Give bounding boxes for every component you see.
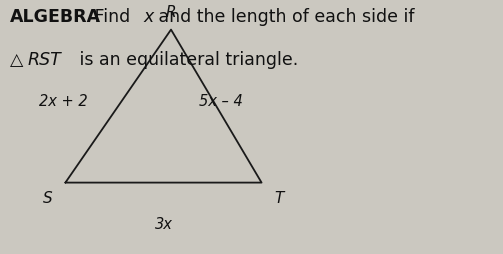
Text: x: x	[143, 8, 153, 26]
Text: 2x + 2: 2x + 2	[39, 94, 88, 109]
Text: Find: Find	[89, 8, 135, 26]
Text: S: S	[43, 191, 53, 205]
Text: and the length of each side if: and the length of each side if	[153, 8, 415, 26]
Text: ALGEBRA: ALGEBRA	[10, 8, 101, 26]
Text: 5x – 4: 5x – 4	[199, 94, 242, 109]
Text: △: △	[10, 51, 24, 69]
Text: 3x: 3x	[154, 216, 173, 231]
Text: is an equilateral triangle.: is an equilateral triangle.	[74, 51, 299, 69]
Text: T: T	[275, 191, 284, 205]
Text: R: R	[165, 5, 177, 20]
Text: RST: RST	[28, 51, 61, 69]
